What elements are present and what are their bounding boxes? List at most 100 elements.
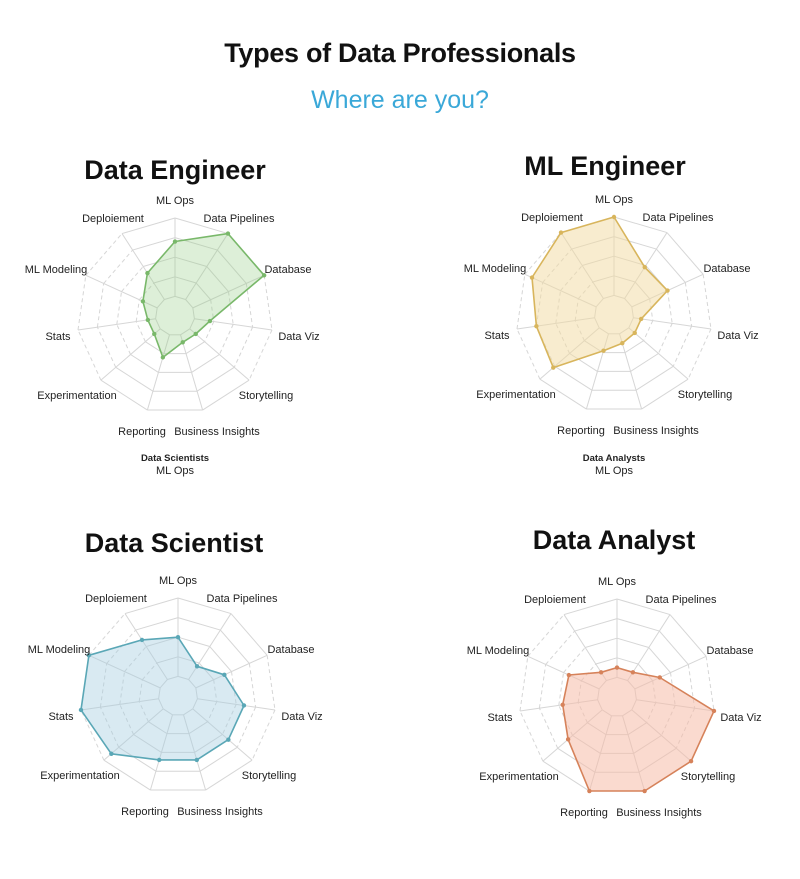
grid-ring [177,656,200,664]
grid-spoke [124,613,168,680]
grid-spoke [627,614,671,681]
grid-ring [155,307,158,319]
data-point [207,318,213,324]
axis-label: Business Insights [177,806,263,818]
axis-label: Database [706,645,753,657]
grid-ring [118,746,157,772]
grid-spoke [103,708,164,761]
grid-ring [248,663,257,708]
grid-ring [77,275,87,331]
chart-title-data-engineer: Data Engineer [84,155,266,185]
grid-spoke [180,334,204,411]
data-point [529,275,535,280]
grid-ring [188,679,197,689]
axis-label: Reporting [121,806,169,818]
axis-label: Database [264,264,311,276]
axis-label: ML Ops [598,576,637,588]
grid-ring [585,637,618,649]
grid-ring [99,706,120,748]
grid-spoke [88,654,161,689]
caption-subtitle: ML Ops [594,465,634,477]
grid-ring [217,249,247,284]
grid-ring [192,698,198,710]
axis-label: Storytelling [678,389,732,401]
chart-title-data-scientist: Data Scientist [84,528,264,558]
grid-spoke [77,318,156,331]
grid-ring [158,687,161,699]
caption-title: Data Analysts [582,453,646,464]
grid-ring [648,647,671,673]
axis-label: ML Modeling [464,263,527,275]
grid-ring [100,379,148,411]
grid-ring [516,328,541,380]
caption-title: Data Scientists [140,453,210,464]
grid-ring [616,618,660,632]
grid-ring [539,378,587,410]
axis-label: Deploiement [82,213,144,225]
grid-spoke [121,233,165,300]
grid-ring [251,709,276,761]
data-point [642,264,647,270]
grid-ring [135,617,179,631]
grid-ring [167,675,179,680]
grid-spoke [194,318,273,331]
data-point [611,214,617,220]
grid-ring [119,704,135,735]
grid-ring [195,282,212,301]
grid-ring [148,721,168,735]
axis-label: Experimentation [37,390,117,402]
grid-ring [162,708,173,716]
axis-label: Stats [487,712,513,724]
grid-ring [207,701,218,722]
grid-ring [192,307,195,319]
data-point [193,331,198,337]
grid-ring [220,629,250,664]
grid-ring [164,295,176,300]
grid-ring [103,249,133,284]
axis-label: ML Modeling [467,645,530,657]
grid-ring [230,671,237,705]
data-point [194,757,199,763]
axis-label: Storytelling [242,770,296,782]
data-point [638,316,644,322]
grid-spoke [188,613,232,680]
axis-label: ML Modeling [28,644,91,656]
grid-ring [227,291,234,325]
grid-ring [669,614,707,657]
data-point [226,737,231,742]
axis-label: Deploiement [524,594,586,606]
data-polygon [142,232,265,359]
data-point [534,323,539,329]
data-point [620,341,625,346]
grid-ring [96,326,117,368]
data-point [630,670,636,675]
data-point [688,758,694,764]
grid-ring [519,656,529,712]
axis-label: Data Pipelines [207,593,278,605]
axis-label: Database [703,263,750,275]
radar-data-engineer: ML Ops Data Pipelines Database Data Viz Stor… [25,195,320,438]
grid-spoke [628,327,689,380]
grid-spoke [189,328,250,381]
grid-ring [524,232,562,275]
axis-label: Data Viz [717,330,758,342]
grid-ring [177,675,189,680]
data-point [665,288,670,293]
grid-spoke [85,274,158,309]
grid-ring [616,637,649,649]
grid-ring [196,366,235,392]
axis-label: Stats [48,711,74,723]
grid-ring [705,656,715,712]
grid-ring [156,299,165,309]
grid-ring [206,266,229,292]
radar-data-analyst: ML Ops Data Pipelines Database Data Viz Stor… [467,576,762,819]
grid-spoke [192,274,265,309]
grid-ring [195,687,198,699]
grid-ring [616,598,671,616]
grid-spoke [563,614,607,681]
grid-spoke [633,317,712,330]
radar-ml-engineer: ML Ops Data Pipelines Database Data Viz Stor… [464,194,759,437]
grid-ring [538,707,559,749]
grid-ring [116,324,132,355]
data-point [140,299,146,304]
